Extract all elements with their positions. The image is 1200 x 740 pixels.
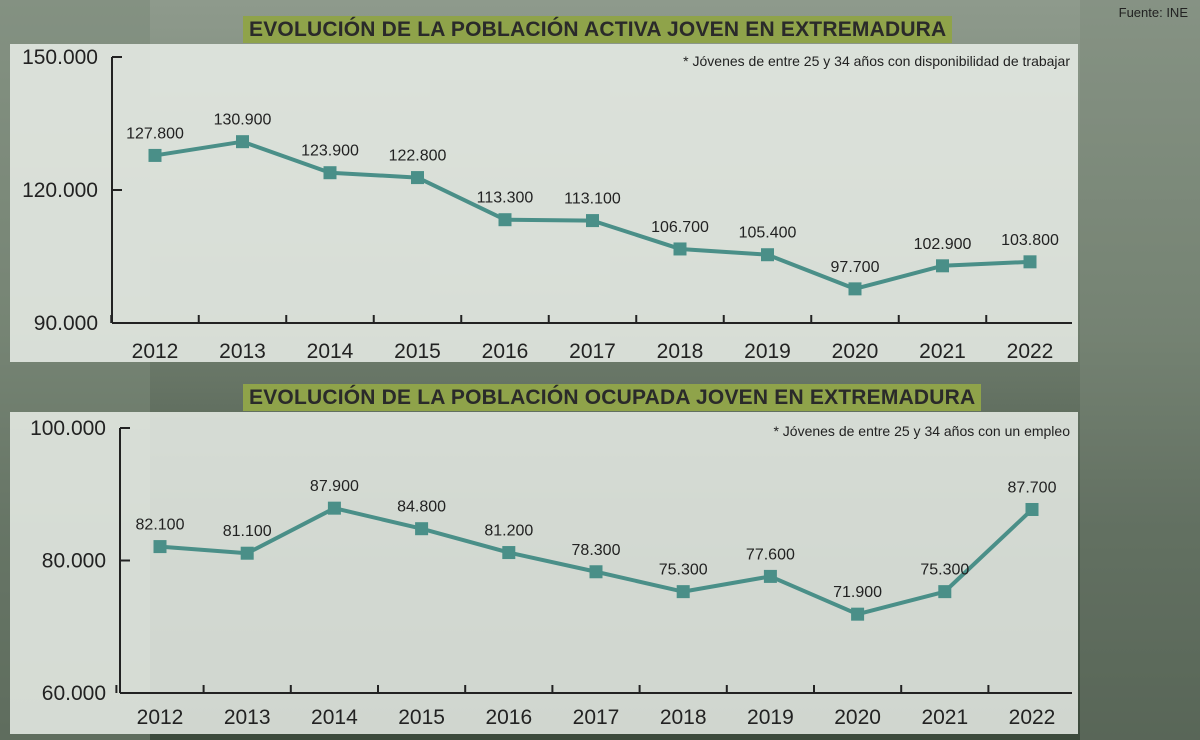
ocupada-ytick-label: 80.000: [42, 550, 106, 573]
activa-xtick-label: 2021: [919, 340, 966, 363]
ocupada-data-label-2017: 78.300: [572, 542, 621, 559]
activa-xtick-label: 2022: [1007, 340, 1054, 363]
activa-ytick-label: 90.000: [34, 312, 98, 335]
ocupada-xtick-label: 2016: [485, 706, 532, 729]
activa-point-2016: [498, 213, 512, 227]
chart-activa-panel: [10, 44, 1078, 362]
ocupada-point-2016: [502, 546, 516, 560]
activa-point-2017: [586, 214, 599, 228]
chart-ocupada-panel: [10, 412, 1078, 734]
ocupada-xtick-label: 2013: [224, 706, 271, 729]
activa-point-2021: [936, 259, 949, 273]
activa-data-label-2014: 123.900: [301, 143, 359, 160]
building-right: [1080, 0, 1200, 740]
activa-ytick-label: 150.000: [22, 46, 98, 69]
activa-xtick-label: 2017: [569, 340, 616, 363]
activa-xtick-label: 2015: [394, 340, 441, 363]
activa-point-2013: [236, 135, 249, 149]
activa-point-2019: [761, 248, 774, 262]
ocupada-point-2019: [763, 569, 777, 583]
activa-xtick-label: 2013: [219, 340, 266, 363]
chart-activa-svg: * Jóvenes de entre 25 y 34 años con disp…: [10, 44, 1078, 363]
activa-xtick-label: 2020: [832, 340, 879, 363]
ocupada-point-2015: [415, 522, 429, 536]
ocupada-xtick-label: 2021: [921, 706, 968, 729]
ocupada-xtick-label: 2017: [573, 706, 620, 729]
activa-xtick-label: 2019: [744, 340, 791, 363]
source-label: Fuente: INE: [1118, 5, 1188, 20]
ocupada-xtick-label: 2018: [660, 706, 707, 729]
activa-data-label-2018: 106.700: [651, 219, 709, 236]
ocupada-point-2021: [938, 585, 952, 599]
ocupada-data-label-2012: 82.100: [136, 517, 185, 534]
ocupada-data-label-2020: 71.900: [833, 584, 882, 601]
ocupada-xtick-label: 2020: [834, 706, 881, 729]
ocupada-point-2014: [327, 501, 341, 515]
activa-data-label-2022: 103.800: [1001, 232, 1059, 249]
ocupada-xtick-label: 2014: [311, 706, 358, 729]
chart-activa-title: EVOLUCIÓN DE LA POBLACIÓN ACTIVA JOVEN E…: [243, 16, 953, 43]
activa-data-label-2021: 102.900: [914, 236, 972, 253]
ocupada-data-label-2016: 81.200: [484, 523, 533, 540]
ocupada-xtick-label: 2012: [137, 706, 184, 729]
activa-xtick-label: 2018: [657, 340, 704, 363]
activa-point-2012: [148, 148, 162, 162]
ocupada-point-2017: [589, 565, 603, 579]
activa-xtick-label: 2014: [307, 340, 354, 363]
ocupada-data-label-2019: 77.600: [746, 546, 795, 563]
chart-ocupada-note: * Jóvenes de entre 25 y 34 años con un e…: [773, 423, 1070, 439]
activa-data-label-2020: 97.700: [831, 259, 880, 276]
ocupada-data-label-2021: 75.300: [920, 562, 969, 579]
activa-point-2020: [848, 282, 862, 296]
ocupada-ytick-label: 60.000: [42, 682, 106, 705]
chart-activa-note: * Jóvenes de entre 25 y 34 años con disp…: [683, 53, 1070, 69]
ocupada-data-label-2015: 84.800: [397, 499, 446, 516]
activa-xtick-label: 2012: [132, 340, 179, 363]
ocupada-point-2018: [676, 585, 690, 599]
ocupada-xtick-label: 2022: [1009, 706, 1056, 729]
activa-data-label-2016: 113.300: [477, 190, 534, 207]
activa-data-label-2015: 122.800: [389, 148, 447, 165]
activa-data-label-2017: 113.100: [564, 191, 621, 208]
ocupada-data-label-2014: 87.900: [310, 478, 359, 495]
ocupada-xtick-label: 2015: [398, 706, 445, 729]
activa-xtick-label: 2016: [482, 340, 529, 363]
activa-point-2014: [323, 166, 337, 180]
activa-ytick-label: 120.000: [22, 179, 98, 202]
ocupada-point-2022: [1025, 502, 1039, 516]
ocupada-point-2020: [851, 607, 865, 621]
ocupada-data-label-2013: 81.100: [223, 523, 272, 540]
ocupada-data-label-2022: 87.700: [1008, 479, 1057, 496]
activa-point-2022: [1023, 255, 1037, 269]
ocupada-ytick-label: 100.000: [30, 417, 106, 440]
ocupada-data-label-2018: 75.300: [659, 562, 708, 579]
chart-activa: * Jóvenes de entre 25 y 34 años con disp…: [10, 16, 1078, 363]
chart-ocupada-title: EVOLUCIÓN DE LA POBLACIÓN OCUPADA JOVEN …: [243, 384, 982, 411]
activa-data-label-2012: 127.800: [126, 125, 184, 142]
ocupada-xtick-label: 2019: [747, 706, 794, 729]
activa-data-label-2019: 105.400: [739, 225, 797, 242]
activa-point-2018: [673, 242, 687, 256]
ocupada-point-2012: [153, 540, 167, 554]
activa-point-2015: [411, 171, 424, 185]
activa-data-label-2013: 130.900: [214, 112, 272, 129]
ocupada-point-2013: [240, 546, 254, 560]
